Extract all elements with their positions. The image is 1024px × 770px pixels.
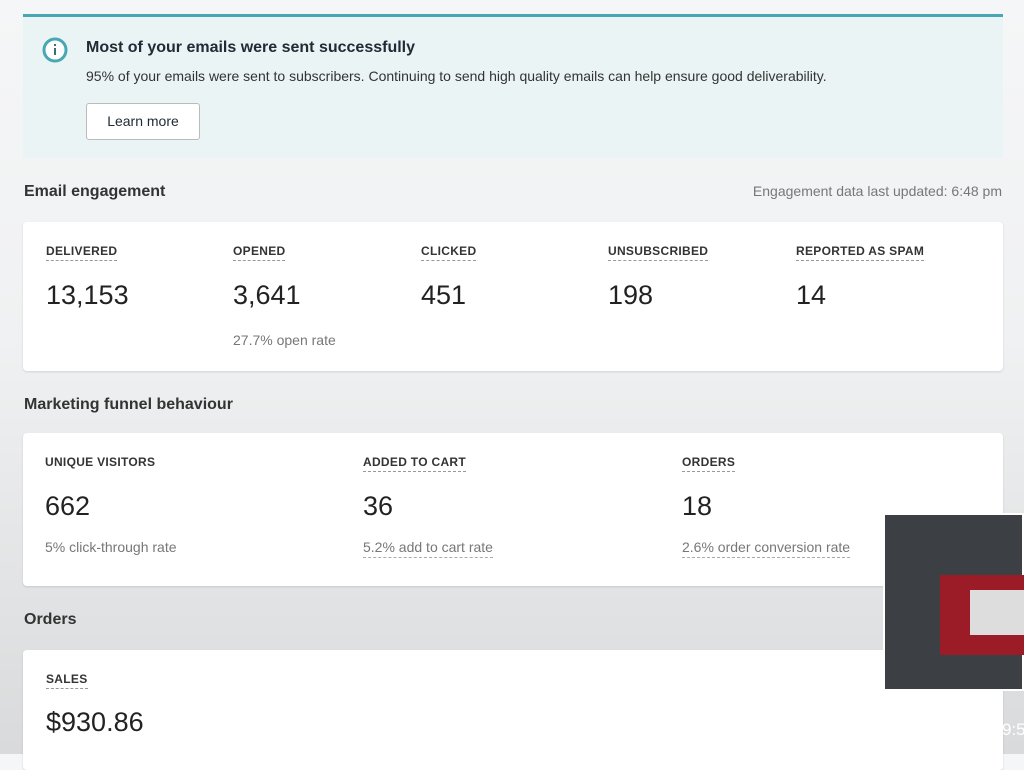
banner-title: Most of your emails were sent successful… <box>86 39 416 56</box>
metric-label: OPENED <box>233 244 286 261</box>
metric-value: 198 <box>608 280 654 310</box>
metric-value: 13,153 <box>46 280 129 310</box>
learn-more-button[interactable]: Learn more <box>86 103 200 140</box>
metric-value: 14 <box>796 280 827 310</box>
info-icon <box>42 37 68 63</box>
metric-label: ADDED TO CART <box>363 455 467 472</box>
metric-value: 451 <box>421 280 467 310</box>
metric-label: DELIVERED <box>46 244 118 261</box>
video-time: 9:5 <box>1002 720 1024 739</box>
metric-value: $930.86 <box>46 707 144 737</box>
section-heading: Orders <box>24 611 77 628</box>
metric-label: UNSUBSCRIBED <box>608 244 709 261</box>
metric-note: 2.6% order conversion rate <box>682 539 851 558</box>
video-thumbnail <box>883 513 1024 691</box>
thumb-shape <box>970 590 1024 635</box>
metric-label: REPORTED AS SPAM <box>796 244 925 261</box>
funnel-card: UNIQUE VISITORS 662 5% click-through rate A… <box>23 433 1003 586</box>
metric-note: 27.7% open rate <box>233 332 336 348</box>
metric-note: 5.2% add to cart rate <box>363 539 493 558</box>
page: Most of your emails were sent successful… <box>0 0 1024 754</box>
metric-label: CLICKED <box>421 244 477 261</box>
metric-label: UNIQUE VISITORS <box>45 455 156 469</box>
section-heading: Email engagement <box>24 183 166 200</box>
banner-body: 95% of your emails were sent to subscrib… <box>86 68 827 84</box>
section-heading: Marketing funnel behaviour <box>24 396 233 413</box>
metric-value: 3,641 <box>233 280 301 310</box>
metric-label: SALES <box>46 672 88 689</box>
metric-value: 36 <box>363 491 394 521</box>
metric-note: 5% click-through rate <box>45 539 177 555</box>
updated-text: Engagement data last updated: 6:48 pm <box>752 183 1002 199</box>
metric-label: ORDERS <box>682 455 736 472</box>
orders-card: SALES $930.86 <box>23 650 1003 770</box>
engagement-card: DELIVERED 13,153 OPENED 3,641 27.7% open rat… <box>23 222 1003 371</box>
metric-value: 18 <box>682 491 713 521</box>
metric-value: 662 <box>45 491 91 521</box>
banner: Most of your emails were sent successful… <box>23 14 1003 158</box>
